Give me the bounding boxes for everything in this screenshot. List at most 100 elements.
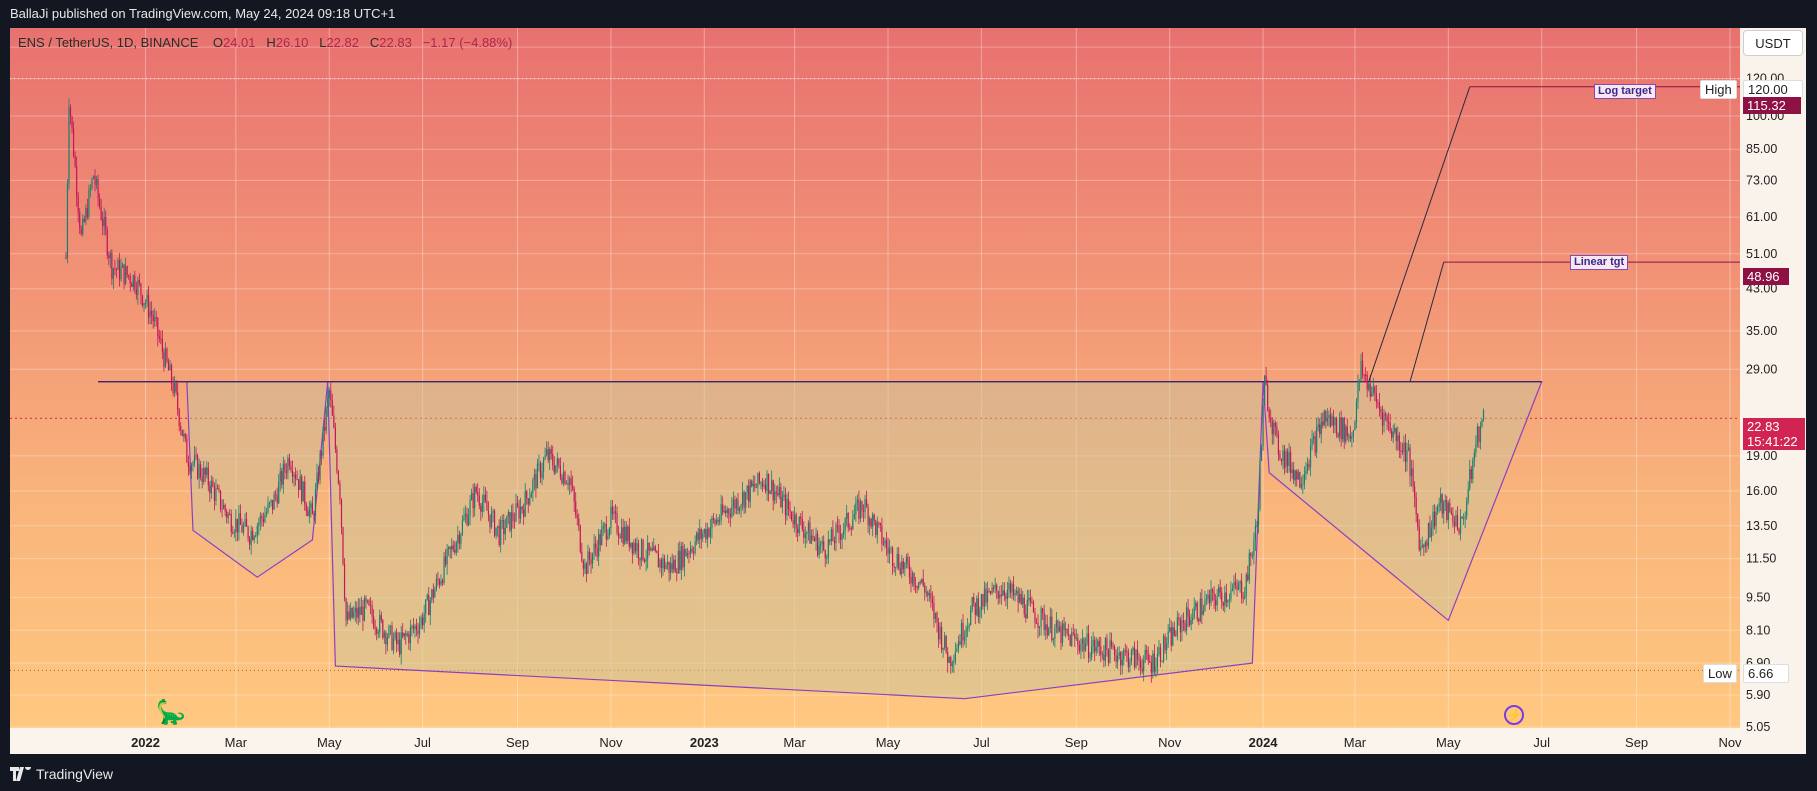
candle-body	[657, 552, 659, 568]
candle-body	[771, 480, 773, 492]
tradingview-footer[interactable]: TradingView	[10, 766, 113, 782]
candle-body	[1481, 419, 1483, 427]
candle-body	[930, 593, 932, 599]
candle-body	[843, 530, 845, 535]
candle-body	[310, 503, 312, 509]
candle-body	[659, 559, 661, 568]
candle-body	[976, 598, 978, 615]
candle-body	[487, 510, 490, 515]
candle-body	[1188, 616, 1191, 625]
candle-body	[169, 365, 171, 371]
candle-body	[418, 624, 421, 634]
candle-body	[787, 498, 790, 510]
candle-body	[183, 433, 185, 436]
price-tick-label: 51.00	[1746, 247, 1777, 261]
candle-body	[1143, 660, 1145, 672]
candle-body	[411, 626, 413, 628]
chart-frame[interactable]: 2022 Mar May Jul Sep Nov 2023 Mar May Jul Sep Nov 20…	[10, 28, 1806, 754]
candle-body	[850, 528, 852, 530]
candle-body	[567, 483, 569, 485]
candle-body	[781, 496, 783, 508]
candle-body	[245, 519, 248, 527]
candle-body	[728, 509, 730, 515]
candle-body	[1253, 540, 1255, 556]
candle-body	[1075, 637, 1077, 639]
price-chart[interactable]: 2022 Mar May Jul Sep Nov 2023 Mar May Jul Sep Nov 20…	[10, 28, 1806, 754]
candle-body	[1316, 427, 1318, 453]
price-axis[interactable]	[1740, 28, 1806, 754]
candle-body	[794, 514, 796, 525]
candle-body	[1129, 661, 1131, 668]
candle-body	[832, 529, 834, 542]
candle-body	[942, 647, 944, 650]
candle-body	[1418, 526, 1420, 550]
candle-body	[1375, 393, 1377, 402]
candle-body	[308, 508, 310, 517]
candle-body	[1437, 507, 1439, 512]
candle-body	[636, 543, 638, 552]
candle-body	[190, 464, 193, 472]
candle-body	[472, 492, 474, 509]
handle-pattern[interactable]	[1262, 381, 1543, 622]
current-price-tag: 22.83	[1743, 418, 1805, 435]
candle-body	[740, 504, 742, 508]
candle-body	[552, 454, 554, 466]
candle-body	[434, 588, 436, 598]
candle-body	[904, 562, 906, 570]
candle-body	[1091, 646, 1093, 658]
candle-body	[1074, 633, 1076, 639]
candle-body	[644, 559, 646, 562]
candle-body	[867, 506, 869, 526]
candle-body	[1167, 631, 1169, 644]
time-tick-label: Nov	[1158, 735, 1182, 750]
time-tick-label: Jul	[1533, 735, 1550, 750]
candle-body	[1097, 640, 1099, 647]
candle-body	[198, 464, 200, 479]
candle-body	[500, 520, 502, 545]
lightning-icon[interactable]: ⚡	[1504, 705, 1524, 725]
candle-body	[616, 512, 618, 533]
candle-body	[146, 294, 148, 303]
candle-body	[117, 260, 119, 270]
candle-body	[870, 518, 872, 527]
candle-body	[1293, 469, 1295, 481]
candle-body	[1447, 503, 1449, 520]
candle-body	[1100, 646, 1102, 655]
time-axis[interactable]	[10, 728, 1740, 754]
candle-body	[177, 391, 179, 410]
log-target-projection[interactable]	[1368, 86, 1471, 382]
candle-body	[354, 608, 356, 613]
candle-body	[446, 548, 448, 565]
log-target-label[interactable]: Log target	[1594, 84, 1656, 99]
cup-pattern[interactable]	[327, 381, 1264, 700]
candle-body	[970, 609, 972, 625]
candle-body	[299, 476, 301, 491]
candle-body	[827, 539, 829, 559]
candle-body	[438, 580, 441, 585]
candle-body	[484, 494, 486, 501]
currency-button[interactable]: USDT	[1743, 30, 1803, 56]
candle-body	[189, 466, 191, 472]
linear-target-label[interactable]: Linear tgt	[1570, 255, 1629, 270]
candle-body	[829, 539, 831, 542]
candle-body	[493, 511, 496, 536]
candle-body	[392, 638, 395, 650]
candle-body	[455, 542, 457, 553]
candle-body	[816, 533, 819, 556]
candle-body	[74, 156, 76, 166]
linear-target-projection[interactable]	[1409, 261, 1445, 382]
candle-body	[409, 627, 411, 644]
candle-body	[1034, 612, 1036, 624]
candle-body	[798, 516, 800, 534]
candle-body	[692, 551, 695, 553]
candle-body	[996, 584, 998, 592]
candle-body	[316, 472, 318, 490]
candle-body	[555, 465, 557, 473]
candle-body	[568, 478, 571, 485]
candle-body	[712, 517, 715, 520]
candle-body	[250, 530, 252, 545]
candle-body	[1061, 623, 1064, 644]
candle-body	[526, 491, 528, 499]
candle-body	[1083, 638, 1085, 651]
candle-body	[1115, 655, 1117, 662]
